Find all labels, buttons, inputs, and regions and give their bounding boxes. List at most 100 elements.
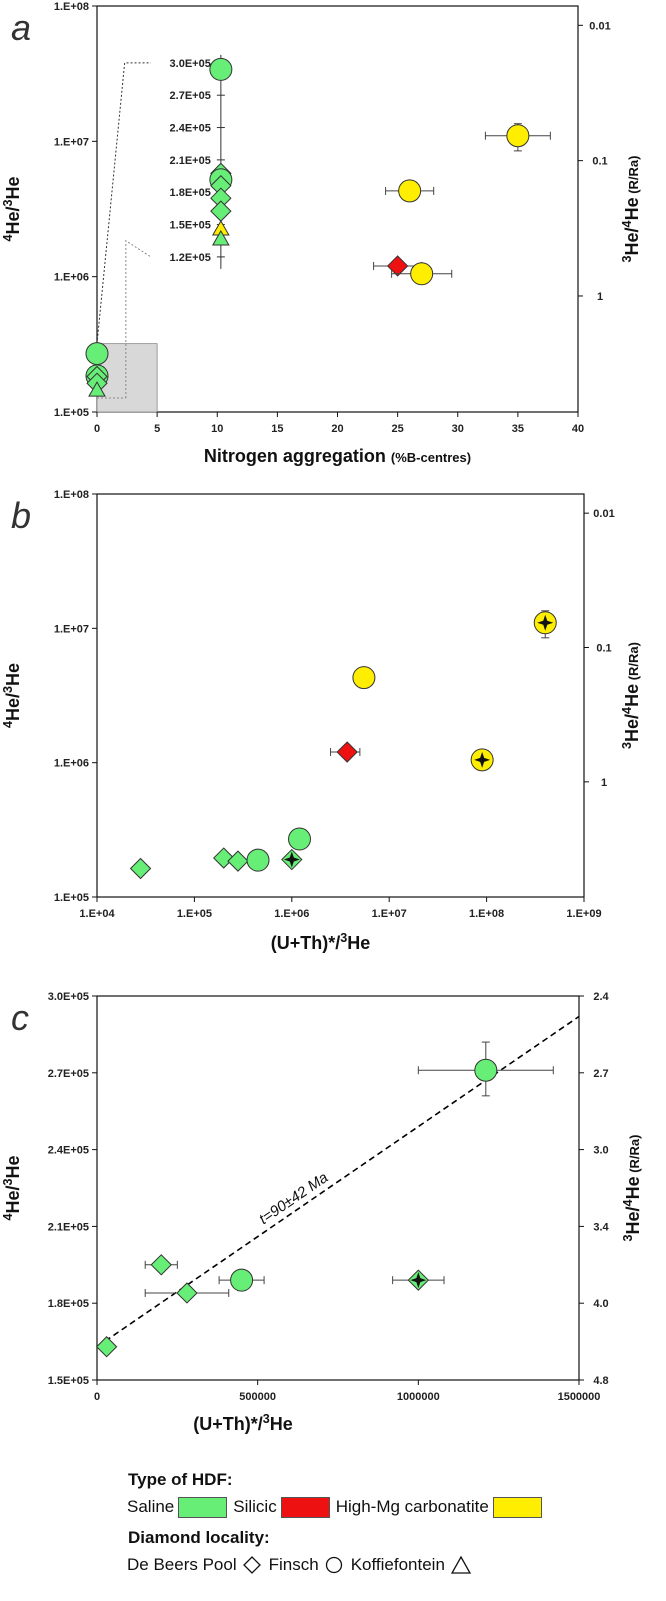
panel-a-y-title: 4He/3He (1, 176, 23, 241)
panel-a-point-5-circle-marker (209, 57, 233, 81)
panel-b-y-tick-label: 1.E+06 (54, 758, 89, 770)
legend-hdf-label-carbonatite: High-Mg carbonatite (335, 1497, 489, 1516)
legend-locality-row: De Beers Pool Finsch Koffiefontein (127, 1550, 648, 1580)
panel-a-connector-top (96, 62, 151, 344)
panel-c-point-1-diamond-marker (150, 1254, 172, 1276)
legend-hdf-label-saline: Saline (127, 1497, 175, 1516)
panel-b-y-tick-label: 1.E+07 (54, 623, 89, 635)
panel-c-y2-title: 3He/4He (R/Ra) (621, 1135, 643, 1242)
panel-a-x-tick-label: 15 (271, 423, 283, 435)
panel-b-point-6-diamond-marker (336, 741, 358, 763)
panel-b-x-tick-label: 1.E+09 (566, 908, 601, 920)
panel-c-y-tick-label: 3.0E+05 (48, 991, 89, 1003)
panel-a-x-tick-label: 20 (331, 423, 343, 435)
panel-a-inset-tick-label: 1.8E+05 (170, 187, 211, 199)
diamond-shape-icon (242, 1556, 261, 1574)
panel-c-y-tick-label: 2.7E+05 (48, 1068, 89, 1080)
panel-a-y-tick-label: 1.E+08 (54, 1, 89, 13)
panel-c-y-title: 4He/3He (1, 1155, 23, 1220)
panel-c-y2-tick-label: 3.0 (593, 1145, 608, 1157)
panel-a-x-tick-label: 5 (154, 423, 160, 435)
legend-swatch-saline (178, 1496, 228, 1518)
panel-a-point-12-triangle-marker (211, 229, 230, 246)
panel-a-y-tick-label: 1.E+06 (54, 272, 89, 284)
panel-c-point-5-circle-marker (474, 1058, 498, 1082)
panel-a-inset-tick-label: 2.4E+05 (170, 123, 211, 135)
panel-c-x-tick-label: 500000 (239, 1391, 276, 1403)
panel-c-y2-tick-label: 4.8 (593, 1375, 608, 1387)
panel-a-connector-bottom (125, 239, 152, 398)
legend-swatch-silicic (280, 1496, 330, 1518)
panel-b-y2-tick-label: 0.01 (593, 508, 614, 520)
legend-locality-label-koffiefontein: Koffiefontein (350, 1555, 445, 1574)
panel-b-y-tick-label: 1.E+05 (54, 892, 89, 904)
panel-b-y2-tick-label: 1 (601, 777, 607, 789)
panel-a-inset-tick-label: 1.5E+05 (170, 220, 211, 232)
legend-locality-title: Diamond locality: (128, 1528, 270, 1547)
panel-a-y-tick-label: 1.E+07 (54, 136, 89, 148)
panel-c-plot-frame (96, 995, 580, 1381)
panel-a-letter: a (11, 7, 31, 48)
legend-swatch-carbonatite (492, 1496, 542, 1518)
panel-c-fit-line (96, 1015, 580, 1348)
legend-locality-label-finsch: Finsch (268, 1555, 319, 1574)
panel-a-x-title: Nitrogen aggregation (%B-centres) (204, 446, 471, 466)
panel-a-point-4-triangle-marker (88, 381, 106, 397)
panel-b-point-2-diamond-marker (227, 850, 249, 872)
panel-a-y2-tick-label: 0.01 (589, 20, 610, 32)
legend: Type of HDF: Saline Silicic High-Mg carb… (127, 1468, 648, 1580)
panel-a-point-13-diamond-marker (386, 255, 409, 277)
panel-a-point-15-circle-marker (410, 262, 434, 286)
panel-a-point-16-circle-marker (506, 124, 530, 148)
panel-c-y2-tick-label: 2.4 (593, 991, 609, 1003)
panel-c-point-4-star-marker (410, 1272, 427, 1289)
panel-b-point-3-circle-marker (246, 848, 270, 872)
panel-c-x-tick-label: 1000000 (397, 1391, 440, 1403)
panel-c-y-tick-label: 1.8E+05 (48, 1298, 89, 1310)
panel-c-y-tick-label: 2.4E+05 (48, 1145, 89, 1157)
legend-hdf-row: Saline Silicic High-Mg carbonatite (127, 1492, 648, 1522)
panel-c-point-3-circle-marker (230, 1268, 254, 1292)
panel-a-inset-tick-label: 3.0E+05 (170, 58, 211, 70)
panel-b-y2-title: 3He/4He (R/Ra) (620, 642, 642, 749)
panel-a-inset-tick-label: 1.2E+05 (170, 252, 211, 264)
panel-c-y-tick-label: 1.5E+05 (48, 1375, 89, 1387)
panel-c-letter: c (11, 997, 29, 1038)
panel-c-y2-tick-label: 3.4 (593, 1221, 609, 1233)
panel-b-point-4-star-marker (283, 851, 300, 868)
panel-b-x-tick-label: 1.E+06 (274, 908, 309, 920)
panel-b-x-title: (U+Th)*/3He (271, 931, 371, 953)
panel-c-point-0-diamond-marker (95, 1336, 118, 1358)
panel-b-point-1-diamond-marker (213, 847, 235, 869)
panel-b-point-7-circle-marker (352, 666, 376, 690)
panel-a-point-14-circle-marker (398, 179, 422, 203)
panel-b-point-0-diamond-marker (129, 857, 152, 880)
panel-c-x-tick-label: 0 (94, 1391, 100, 1403)
figure: a 3.0E+05 2.7E+05 2.4E+05 2.1E+05 1.8E+05 1.5E… (1, 1, 643, 1434)
panel-a-inset-tick-label: 2.7E+05 (170, 90, 211, 102)
legend-hdf-title: Type of HDF: (128, 1470, 233, 1489)
panel-c-point-2-diamond-marker (176, 1282, 198, 1304)
panel-b-point-9-star-marker (537, 614, 554, 631)
panel-a-x-tick-label: 30 (452, 423, 464, 435)
panel-b-x-tick-label: 1.E+05 (177, 908, 212, 920)
legend-hdf-label-silicic: Silicic (233, 1497, 277, 1516)
panel-b-letter: b (11, 495, 31, 536)
panel-a-y2-tick-label: 0.1 (592, 156, 607, 168)
panel-c-y-tick-label: 2.1E+05 (48, 1221, 89, 1233)
panel-b-plot-frame (96, 493, 585, 898)
panel-b-point-8-star-marker (474, 751, 491, 768)
panel-a-x-tick-label: 0 (94, 423, 100, 435)
panel-b-x-tick-label: 1.E+08 (469, 908, 504, 920)
panel-c-x-title: (U+Th)*/3He (193, 1412, 293, 1434)
panel-b-point-5-circle-marker (288, 827, 312, 851)
panel-b-y-tick-label: 1.E+08 (54, 489, 89, 501)
panel-c-fit-label: t=90±42 Ma (256, 1169, 331, 1228)
legend-locality-label-debeers: De Beers Pool (127, 1555, 237, 1574)
panel-b-y-title: 4He/3He (1, 663, 23, 728)
panel-a-point-0-circle-marker (85, 342, 109, 366)
panel-c-x-tick-label: 1500000 (558, 1391, 601, 1403)
panel-a-x-tick-label: 10 (211, 423, 223, 435)
panel-b-x-tick-label: 1.E+07 (372, 908, 407, 920)
circle-shape-icon (325, 1556, 342, 1574)
